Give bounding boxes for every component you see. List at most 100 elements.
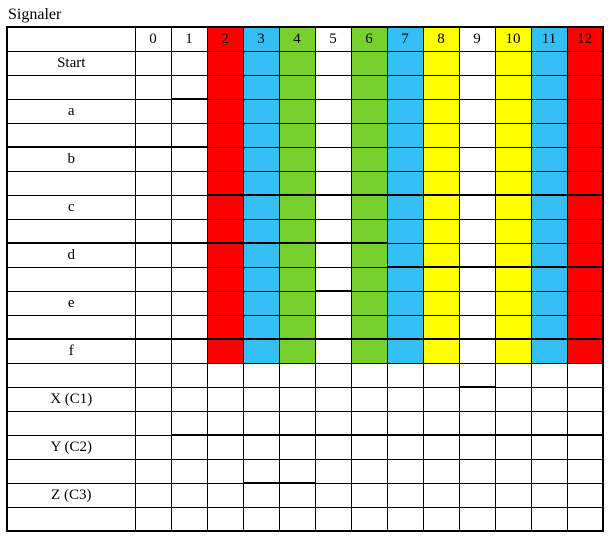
grid-cell bbox=[531, 123, 567, 147]
grid-cell bbox=[459, 483, 495, 507]
grid-cell bbox=[567, 123, 603, 147]
row-label: Start bbox=[7, 51, 135, 75]
grid-cell bbox=[495, 339, 531, 363]
grid-cell bbox=[279, 411, 315, 435]
grid-cell bbox=[567, 411, 603, 435]
grid-cell bbox=[567, 171, 603, 195]
grid-cell bbox=[135, 459, 171, 483]
col-header-label: 3 bbox=[257, 31, 265, 47]
grid-cell bbox=[279, 51, 315, 75]
grid-cell bbox=[387, 411, 423, 435]
grid-cell bbox=[243, 75, 279, 99]
grid-cell bbox=[171, 483, 207, 507]
grid-cell bbox=[315, 195, 351, 219]
col-header-label: 9 bbox=[473, 31, 481, 47]
row-label-text: b bbox=[68, 151, 76, 167]
grid-cell bbox=[351, 507, 387, 531]
grid-cell bbox=[459, 147, 495, 171]
grid-cell bbox=[387, 315, 423, 339]
col-header-8: 8 bbox=[423, 27, 459, 51]
grid-cell bbox=[207, 171, 243, 195]
grid-cell bbox=[207, 51, 243, 75]
grid-cell bbox=[243, 195, 279, 219]
grid-cell bbox=[171, 507, 207, 531]
grid-cell bbox=[423, 171, 459, 195]
row-label-text: d bbox=[68, 247, 76, 263]
grid-cell bbox=[351, 219, 387, 243]
grid-cell bbox=[207, 75, 243, 99]
grid-cell bbox=[135, 171, 171, 195]
grid-cell bbox=[423, 243, 459, 267]
grid-cell bbox=[243, 387, 279, 411]
grid-cell bbox=[423, 435, 459, 459]
grid-cell bbox=[279, 507, 315, 531]
grid-cell bbox=[279, 75, 315, 99]
grid-cell bbox=[459, 411, 495, 435]
grid-cell bbox=[351, 147, 387, 171]
grid-cell bbox=[459, 459, 495, 483]
grid-cell bbox=[243, 267, 279, 291]
grid-cell bbox=[315, 315, 351, 339]
row-label bbox=[7, 411, 135, 435]
grid-cell bbox=[567, 363, 603, 387]
grid-cell bbox=[171, 291, 207, 315]
grid-cell bbox=[567, 291, 603, 315]
grid-cell bbox=[567, 243, 603, 267]
grid-cell bbox=[531, 267, 567, 291]
grid-cell bbox=[531, 75, 567, 99]
grid-cell bbox=[171, 387, 207, 411]
grid-cell bbox=[423, 339, 459, 363]
grid-cell bbox=[135, 387, 171, 411]
grid-cell bbox=[567, 99, 603, 123]
grid-cell bbox=[279, 363, 315, 387]
grid-cell bbox=[279, 387, 315, 411]
row-label-text: Z (C3) bbox=[51, 487, 91, 503]
header-label-blank bbox=[7, 27, 135, 51]
row-label-text: a bbox=[68, 103, 75, 119]
grid-cell bbox=[315, 243, 351, 267]
grid-cell bbox=[315, 483, 351, 507]
col-header-9: 9 bbox=[459, 27, 495, 51]
grid-cell bbox=[315, 267, 351, 291]
grid-cell bbox=[423, 387, 459, 411]
row-label bbox=[7, 315, 135, 339]
grid-cell bbox=[531, 435, 567, 459]
row-label: X (C1) bbox=[7, 387, 135, 411]
grid-cell bbox=[531, 483, 567, 507]
grid-cell bbox=[567, 219, 603, 243]
grid-cell bbox=[495, 171, 531, 195]
grid-cell bbox=[243, 243, 279, 267]
grid-cell bbox=[567, 507, 603, 531]
grid-cell bbox=[279, 291, 315, 315]
grid-cell bbox=[387, 243, 423, 267]
grid-cell bbox=[567, 75, 603, 99]
grid-cell bbox=[495, 195, 531, 219]
grid-cell bbox=[171, 435, 207, 459]
grid-cell bbox=[171, 219, 207, 243]
grid-cell bbox=[279, 219, 315, 243]
col-header-1: 1 bbox=[171, 27, 207, 51]
grid-cell bbox=[387, 99, 423, 123]
page-title: Signaler bbox=[8, 6, 606, 24]
row-label-text: c bbox=[68, 199, 75, 215]
grid-cell bbox=[459, 123, 495, 147]
grid-cell bbox=[279, 267, 315, 291]
grid-cell bbox=[459, 339, 495, 363]
col-header-label: 0 bbox=[149, 31, 157, 47]
grid-cell bbox=[207, 363, 243, 387]
grid-cell bbox=[279, 123, 315, 147]
grid-cell bbox=[315, 363, 351, 387]
grid-cell bbox=[279, 483, 315, 507]
col-header-label: 12 bbox=[577, 31, 592, 47]
grid-cell bbox=[531, 219, 567, 243]
col-header-label: 4 bbox=[293, 31, 301, 47]
grid-cell bbox=[351, 267, 387, 291]
grid-cell bbox=[423, 147, 459, 171]
grid-cell bbox=[207, 291, 243, 315]
row-label bbox=[7, 267, 135, 291]
grid-cell bbox=[207, 387, 243, 411]
grid-cell bbox=[387, 219, 423, 243]
grid-cell bbox=[387, 363, 423, 387]
row-label bbox=[7, 459, 135, 483]
grid-cell bbox=[351, 291, 387, 315]
